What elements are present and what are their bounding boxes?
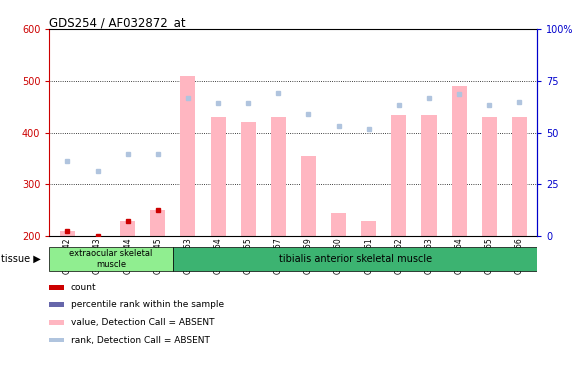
Bar bbox=[301, 156, 316, 236]
Bar bbox=[181, 76, 195, 236]
Bar bbox=[241, 122, 256, 236]
Bar bbox=[392, 115, 406, 236]
Bar bbox=[482, 117, 497, 236]
Bar bbox=[361, 221, 376, 236]
Bar bbox=[271, 117, 286, 236]
Text: value, Detection Call = ABSENT: value, Detection Call = ABSENT bbox=[71, 318, 214, 327]
Bar bbox=[210, 117, 225, 236]
Bar bbox=[120, 221, 135, 236]
Text: count: count bbox=[71, 283, 96, 292]
Text: rank, Detection Call = ABSENT: rank, Detection Call = ABSENT bbox=[71, 336, 210, 344]
Text: GDS254 / AF032872_at: GDS254 / AF032872_at bbox=[49, 16, 186, 30]
Text: percentile rank within the sample: percentile rank within the sample bbox=[71, 300, 224, 309]
Text: tibialis anterior skeletal muscle: tibialis anterior skeletal muscle bbox=[279, 254, 432, 264]
Text: tissue ▶: tissue ▶ bbox=[1, 254, 40, 264]
Bar bbox=[451, 86, 467, 236]
Bar bbox=[173, 247, 537, 271]
Bar bbox=[49, 247, 173, 271]
Text: extraocular skeletal
muscle: extraocular skeletal muscle bbox=[70, 249, 153, 269]
Bar bbox=[331, 213, 346, 236]
Bar bbox=[512, 117, 527, 236]
Bar bbox=[421, 115, 436, 236]
Bar bbox=[60, 231, 75, 236]
Bar bbox=[150, 210, 166, 236]
